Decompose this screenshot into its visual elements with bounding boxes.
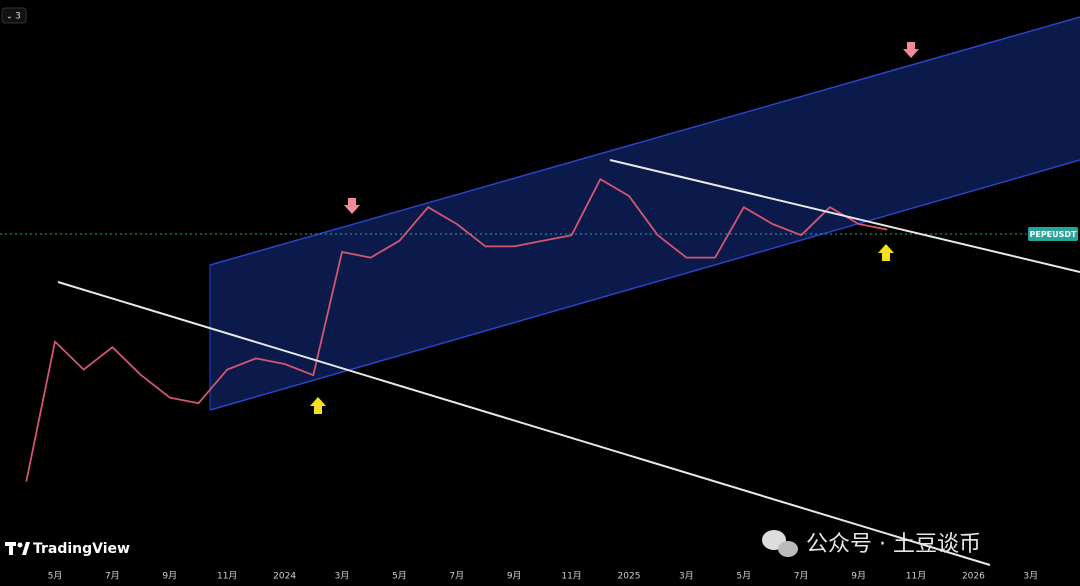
x-tick-label: 7月 xyxy=(449,571,464,582)
arrow-up xyxy=(310,397,326,414)
x-tick-label: 9月 xyxy=(162,571,177,582)
brand: TradingView xyxy=(33,541,130,557)
watermark: 公众号 · 土豆谈币 xyxy=(806,532,981,557)
x-tick-label: 5月 xyxy=(392,571,407,582)
arrow-down xyxy=(903,42,919,58)
x-tick-label: 9月 xyxy=(507,571,522,582)
price-line xyxy=(25,178,888,482)
arrow-up xyxy=(878,244,894,261)
channel-fill xyxy=(210,17,1080,410)
badge[interactable]: 3 xyxy=(15,12,21,22)
x-tick-label: 2024 xyxy=(273,572,296,582)
x-tick-label: 5月 xyxy=(48,571,63,582)
wechat-icon xyxy=(762,530,798,557)
x-tick-label: 3月 xyxy=(679,571,694,582)
x-tick-label: 11月 xyxy=(906,571,926,582)
x-tick-label: 11月 xyxy=(561,571,581,582)
x-tick-label: 7月 xyxy=(794,571,809,582)
channel-top xyxy=(209,16,1080,266)
symbol-tag xyxy=(1028,227,1078,241)
x-tick-label: 7月 xyxy=(105,571,120,582)
trend-line xyxy=(57,281,991,566)
plot xyxy=(25,178,888,482)
x-tick-label: 11月 xyxy=(217,571,237,582)
brand-logo xyxy=(5,542,30,555)
x-tick-label: 3月 xyxy=(335,571,350,582)
badge-chevron: ⌄ xyxy=(6,12,13,21)
x-tick-label: 3月 xyxy=(1023,571,1038,582)
x-tick-label: 2025 xyxy=(618,572,641,582)
symbol-label: PEPEUSDT xyxy=(1029,230,1077,239)
badge-box[interactable] xyxy=(1,7,27,24)
x-tick-label: 9月 xyxy=(851,571,866,582)
channel-bottom xyxy=(209,159,1080,411)
trend-line xyxy=(609,159,1080,273)
arrow-down xyxy=(344,198,360,214)
x-tick-label: 2026 xyxy=(962,572,985,582)
x-tick-label: 5月 xyxy=(736,571,751,582)
